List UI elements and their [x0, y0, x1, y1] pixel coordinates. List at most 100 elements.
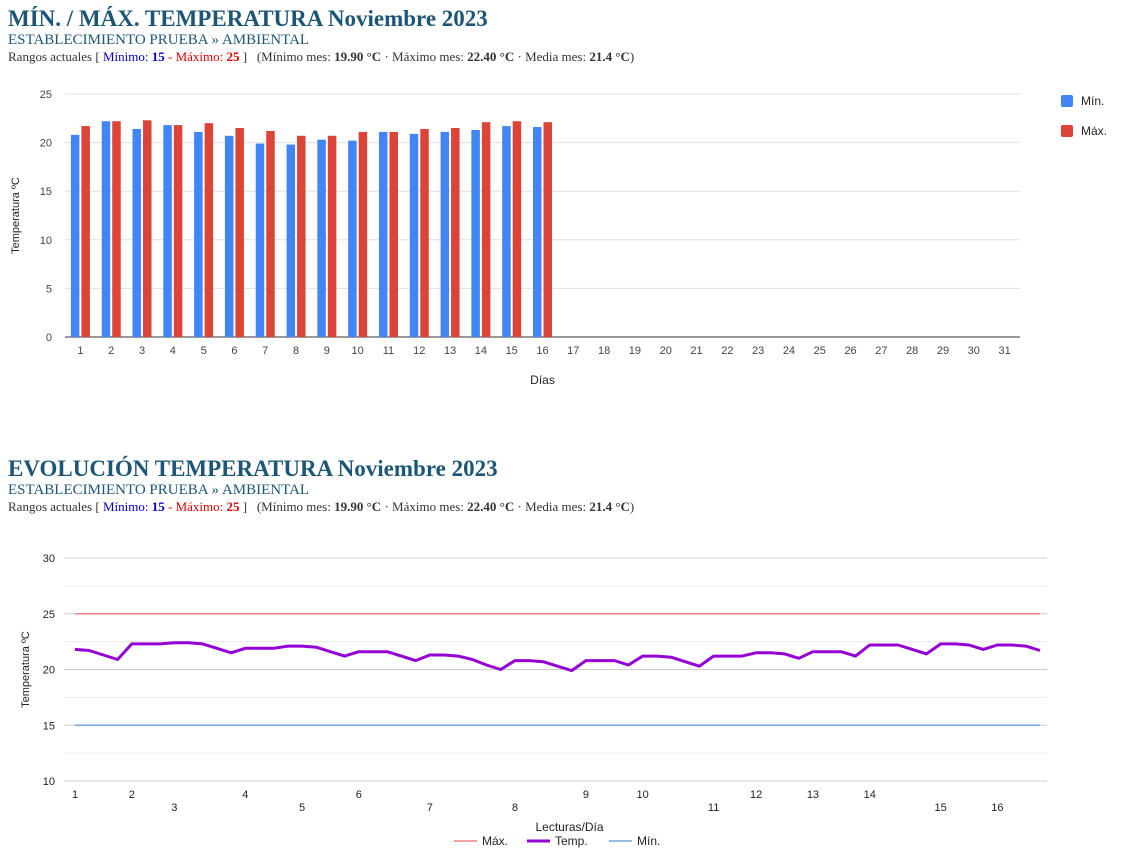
x-tick-label: 12 [750, 789, 762, 801]
y-tick-label: 15 [43, 720, 55, 732]
y-tick-label: 15 [40, 186, 52, 198]
x-tick-label: 6 [356, 789, 362, 801]
ranges-prefix: Rangos actuales [ [8, 49, 100, 64]
x-tick-label: 5 [299, 802, 305, 814]
x-tick-label: 28 [906, 345, 918, 357]
x-tick-label: 5 [201, 345, 207, 357]
x-tick-label: 4 [170, 345, 176, 357]
x-tick-label: 7 [262, 345, 268, 357]
bar-min [101, 121, 111, 337]
range-max-value: 25 [226, 49, 240, 64]
x-tick-label: 25 [814, 345, 826, 357]
legend-swatch [1061, 95, 1073, 107]
page-title: MÍN. / MÁX. TEMPERATURA Noviembre 2023 [8, 6, 488, 31]
month-min-label: (Mínimo mes: [256, 499, 331, 514]
series-line-temp [74, 641, 1041, 673]
x-tick-label: 17 [567, 345, 579, 357]
minmax-header: MÍN. / MÁX. TEMPERATURA Noviembre 2023 E… [8, 6, 634, 65]
y-tick-label: 25 [40, 89, 52, 101]
x-tick-label: 8 [512, 802, 518, 814]
bar-min [132, 128, 142, 337]
x-tick-label: 31 [998, 345, 1010, 357]
month-avg-value: 21.4 °C [589, 49, 630, 64]
y-axis-title: Temperatura ºC [20, 631, 32, 708]
month-avg-value: 21.4 °C [589, 499, 630, 514]
bar-max [358, 131, 368, 337]
y-tick-label: 10 [43, 776, 55, 788]
bar-max [81, 126, 90, 337]
x-tick-label: 19 [629, 345, 641, 357]
range-min-value: 15 [151, 49, 165, 64]
ranges-suffix: ] [242, 49, 248, 64]
y-tick-label: 10 [40, 235, 52, 247]
x-tick-label: 1 [72, 789, 78, 801]
y-tick-label: 25 [43, 609, 55, 621]
x-tick-label: 13 [444, 345, 456, 357]
bar-min [409, 133, 419, 337]
bar-min [317, 139, 326, 337]
month-max-label: · Máximo mes: [384, 499, 464, 514]
bar-max [297, 135, 306, 337]
range-dash: - [167, 49, 173, 64]
x-tick-label: 3 [171, 802, 177, 814]
legend-label: Mín. [637, 834, 660, 848]
month-avg-label: · Media mes: [517, 49, 587, 64]
evolution-header: EVOLUCIÓN TEMPERATURA Noviembre 2023 EST… [8, 456, 634, 515]
bar-max [327, 135, 337, 337]
x-tick-label: 8 [293, 345, 299, 357]
x-tick-label: 16 [991, 802, 1003, 814]
bar-max [112, 121, 121, 337]
x-tick-label: 12 [413, 345, 425, 357]
x-tick-label: 18 [598, 345, 610, 357]
bar-min [70, 134, 80, 337]
x-tick-label: 14 [475, 345, 487, 357]
ranges-suffix: ] [242, 499, 248, 514]
y-tick-label: 30 [43, 553, 55, 565]
range-max-label: Máximo: [175, 499, 224, 514]
x-tick-label: 29 [937, 345, 949, 357]
y-axis-title: Temperatura ºC [10, 177, 22, 254]
legend-label: Temp. [555, 834, 588, 848]
range-min-label: Mínimo: [102, 499, 149, 514]
y-tick-label: 20 [40, 138, 52, 150]
bar-min [255, 143, 265, 337]
ranges-summary: Rangos actuales [ Mínimo: 15 - Máximo: 2… [8, 48, 634, 65]
month-max-value: 22.40 °C [467, 49, 515, 64]
x-tick-label: 9 [324, 345, 330, 357]
bar-min [194, 131, 203, 337]
x-tick-label: 21 [690, 345, 702, 357]
legend-label: Mín. [1081, 94, 1104, 108]
x-tick-label: 27 [875, 345, 887, 357]
month-max-label: · Máximo mes: [384, 49, 464, 64]
bar-max [204, 123, 214, 337]
ranges-prefix: Rangos actuales [ [8, 499, 100, 514]
bar-min [348, 140, 357, 337]
month-min-value: 19.90 °C [334, 499, 382, 514]
bar-max [389, 131, 398, 337]
bar-max [173, 125, 183, 337]
x-tick-label: 2 [108, 345, 114, 357]
bar-max [451, 128, 460, 337]
x-tick-label: 2 [129, 789, 135, 801]
bar-max [420, 128, 429, 337]
x-tick-label: 20 [660, 345, 672, 357]
x-tick-label: 30 [968, 345, 980, 357]
ranges-close: ) [629, 499, 635, 514]
x-tick-label: 22 [721, 345, 733, 357]
legend-swatch [1061, 125, 1073, 137]
y-tick-label: 0 [46, 332, 52, 344]
range-max-value: 25 [226, 499, 240, 514]
x-tick-label: 1 [77, 345, 83, 357]
y-tick-label: 5 [46, 283, 52, 295]
legend-label: Máx. [482, 834, 508, 848]
x-tick-label: 16 [536, 345, 548, 357]
bar-min [163, 125, 172, 337]
x-tick-label: 15 [506, 345, 518, 357]
x-tick-label: 3 [139, 345, 145, 357]
x-tick-label: 15 [935, 802, 947, 814]
legend-label: Máx. [1081, 124, 1107, 138]
bar-max [143, 120, 152, 337]
establishment-subtitle: ESTABLECIMIENTO PRUEBA » AMBIENTAL [8, 482, 310, 498]
